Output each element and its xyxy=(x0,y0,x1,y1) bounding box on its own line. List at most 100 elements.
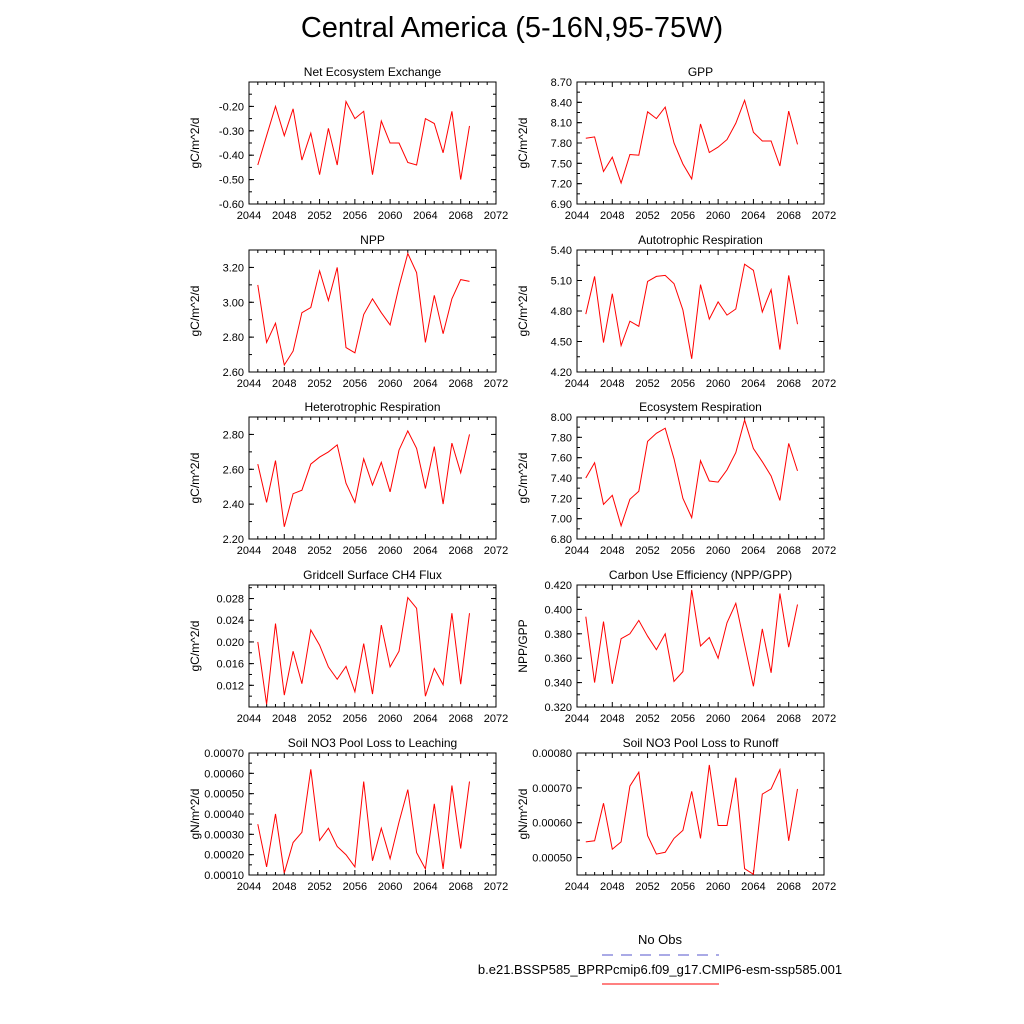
y-tick-label: -0.40 xyxy=(219,150,244,162)
series-line xyxy=(585,418,798,528)
panel-4: Autotrophic Respiration gC/m^2/d 2044 2048 2… xyxy=(516,233,836,390)
y-tick-label: 0.00060 xyxy=(532,818,572,830)
y-tick-label: 0.400 xyxy=(544,604,572,616)
y-tick-label: 3.00 xyxy=(223,297,244,309)
y-tick-label: 0.012 xyxy=(216,680,244,692)
y-tick-label: 7.20 xyxy=(551,493,572,505)
y-tick-label: -0.30 xyxy=(219,126,244,138)
y-tick-label: 0.380 xyxy=(544,629,572,641)
panel-title: Ecosystem Respiration xyxy=(639,400,762,414)
y-tick-label: 0.340 xyxy=(544,678,572,690)
y-tick-label: -0.50 xyxy=(219,175,244,187)
y-tick-label: 0.00010 xyxy=(204,870,244,882)
x-tick-label: 2056 xyxy=(343,713,367,725)
x-tick-label: 2056 xyxy=(343,210,367,222)
x-tick-label: 2056 xyxy=(343,378,367,390)
x-tick-label: 2072 xyxy=(812,713,836,725)
x-tick-label: 2044 xyxy=(237,545,261,557)
panel-title: Heterotrophic Respiration xyxy=(304,400,440,414)
y-tick-label: 4.20 xyxy=(551,367,572,379)
x-tick-label: 2048 xyxy=(272,881,296,893)
x-tick-label: 2060 xyxy=(706,881,730,893)
x-tick-label: 2072 xyxy=(484,545,508,557)
y-tick-label: 3.20 xyxy=(223,262,244,274)
panel-title: GPP xyxy=(688,65,713,79)
x-tick-label: 2064 xyxy=(741,881,765,893)
x-tick-label: 2044 xyxy=(237,881,261,893)
x-tick-label: 2072 xyxy=(812,378,836,390)
series-line xyxy=(257,769,470,874)
x-tick-label: 2064 xyxy=(413,881,437,893)
y-axis-label: gN/m^2/d xyxy=(516,789,530,840)
y-axis-label: gC/m^2/d xyxy=(188,286,202,337)
x-tick-label: 2056 xyxy=(671,545,695,557)
x-tick-label: 2072 xyxy=(812,210,836,222)
x-tick-label: 2048 xyxy=(272,378,296,390)
x-tick-label: 2048 xyxy=(272,545,296,557)
panel-3: NPP gC/m^2/d 2044 2048 2052 2056 2060 2064 2068 2… xyxy=(188,233,508,390)
x-tick-label: 2060 xyxy=(378,545,402,557)
y-tick-label: 7.20 xyxy=(551,179,572,191)
panel-title: Carbon Use Efficiency (NPP/GPP) xyxy=(609,568,792,582)
x-tick-label: 2064 xyxy=(741,545,765,557)
series-line xyxy=(257,429,470,527)
series-line xyxy=(257,99,470,180)
x-tick-label: 2052 xyxy=(307,378,331,390)
series-line xyxy=(585,589,798,687)
y-tick-label: 0.020 xyxy=(216,637,244,649)
y-axis-label: gC/m^2/d xyxy=(188,118,202,169)
x-tick-label: 2064 xyxy=(413,210,437,222)
y-tick-label: 8.10 xyxy=(551,118,572,130)
y-tick-label: 8.00 xyxy=(551,412,572,424)
x-tick-label: 2072 xyxy=(484,210,508,222)
x-tick-label: 2060 xyxy=(378,881,402,893)
y-axis-label: NPP/GPP xyxy=(516,619,530,672)
x-tick-label: 2048 xyxy=(600,378,624,390)
panel-6: Ecosystem Respiration gC/m^2/d 2044 2048 205… xyxy=(516,400,836,557)
y-tick-label: 6.80 xyxy=(551,534,572,546)
y-tick-label: 5.10 xyxy=(551,276,572,288)
y-tick-label: 7.80 xyxy=(551,432,572,444)
y-tick-label: 7.80 xyxy=(551,138,572,150)
x-tick-label: 2068 xyxy=(448,881,472,893)
x-tick-label: 2064 xyxy=(413,378,437,390)
y-tick-label: 0.00060 xyxy=(204,768,244,780)
x-tick-label: 2068 xyxy=(776,378,800,390)
x-tick-label: 2048 xyxy=(600,210,624,222)
y-tick-label: 0.024 xyxy=(216,615,244,627)
series-line xyxy=(585,98,798,185)
panel-title: Soil NO3 Pool Loss to Runoff xyxy=(623,736,780,750)
y-axis-label: gN/m^2/d xyxy=(188,789,202,840)
x-tick-label: 2056 xyxy=(671,881,695,893)
y-tick-label: 2.60 xyxy=(223,367,244,379)
y-tick-label: 0.00050 xyxy=(532,853,572,865)
panel-title: Net Ecosystem Exchange xyxy=(304,65,442,79)
x-tick-label: 2048 xyxy=(600,713,624,725)
y-tick-label: 8.70 xyxy=(551,77,572,89)
y-tick-label: 2.80 xyxy=(223,429,244,441)
y-tick-label: 0.00070 xyxy=(204,748,244,760)
x-tick-label: 2068 xyxy=(776,545,800,557)
x-tick-label: 2044 xyxy=(565,545,589,557)
series-line xyxy=(585,764,798,876)
x-tick-label: 2044 xyxy=(565,378,589,390)
legend-model-label: b.e21.BSSP585_BPRPcmip6.f09_g17.CMIP6-es… xyxy=(477,962,843,977)
x-tick-label: 2048 xyxy=(600,881,624,893)
y-tick-label: 8.40 xyxy=(551,97,572,109)
panel-title: Gridcell Surface CH4 Flux xyxy=(303,568,442,582)
panel-5: Heterotrophic Respiration gC/m^2/d 2044 204… xyxy=(188,400,508,557)
panel-2: GPP gC/m^2/d 2044 2048 2052 2056 2060 2064 2068 2… xyxy=(516,65,836,222)
x-tick-label: 2068 xyxy=(448,713,472,725)
x-tick-label: 2068 xyxy=(448,210,472,222)
x-tick-label: 2060 xyxy=(706,545,730,557)
y-tick-label: 0.00020 xyxy=(204,850,244,862)
y-tick-label: 0.00050 xyxy=(204,789,244,801)
x-tick-label: 2064 xyxy=(741,713,765,725)
x-tick-label: 2052 xyxy=(307,713,331,725)
y-tick-label: -0.20 xyxy=(219,101,244,113)
x-tick-label: 2044 xyxy=(237,378,261,390)
x-tick-label: 2048 xyxy=(272,713,296,725)
